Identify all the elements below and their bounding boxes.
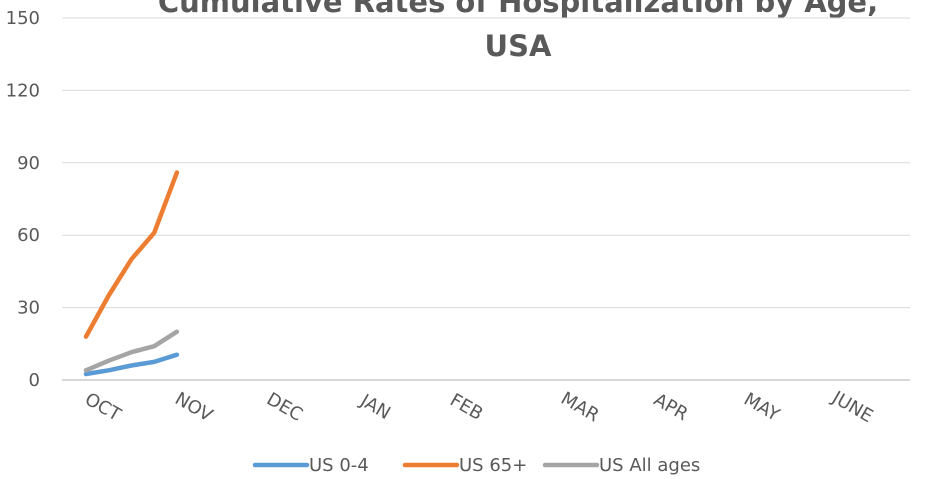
x-tick-label: APR [650, 389, 691, 425]
x-tick-label: DEC [263, 389, 306, 426]
legend-label: US All ages [599, 455, 700, 476]
series-line-2 [83, 329, 180, 373]
x-tick-label: OCT [81, 389, 125, 427]
chart-title-line: USA [485, 29, 552, 63]
chart-title-line: Cumulative Rates of Hospitalization by A… [158, 0, 878, 19]
legend-label: US 65+ [459, 455, 527, 476]
series-lines [83, 170, 180, 377]
series-line-0 [83, 352, 180, 377]
x-tick-label: JUNE [828, 387, 877, 427]
x-tick-label: FEB [446, 390, 486, 425]
y-tick-label: 60 [17, 225, 40, 246]
y-axis-ticks: 0 30 60 90 120 150 [6, 8, 40, 391]
x-tick-label: JAN [356, 390, 394, 424]
legend-label: US 0-4 [309, 455, 369, 476]
y-tick-label: 0 [29, 370, 40, 391]
y-tick-label: 30 [17, 298, 40, 319]
x-axis-ticks: OCT NOV DEC JAN FEB MAR APR MAY JUNE [81, 387, 876, 427]
chart-title: Cumulative Rates of Hospitalization by A… [158, 0, 878, 63]
y-tick-label: 150 [6, 8, 40, 29]
x-tick-label: MAY [740, 389, 784, 426]
x-tick-label: MAR [557, 388, 602, 426]
gridlines [62, 17, 910, 381]
series-line-1 [83, 170, 180, 339]
legend: US 0-4 US 65+ US All ages [252, 455, 700, 476]
x-tick-label: NOV [171, 388, 216, 426]
y-tick-label: 120 [6, 80, 40, 101]
y-tick-label: 90 [17, 153, 40, 174]
